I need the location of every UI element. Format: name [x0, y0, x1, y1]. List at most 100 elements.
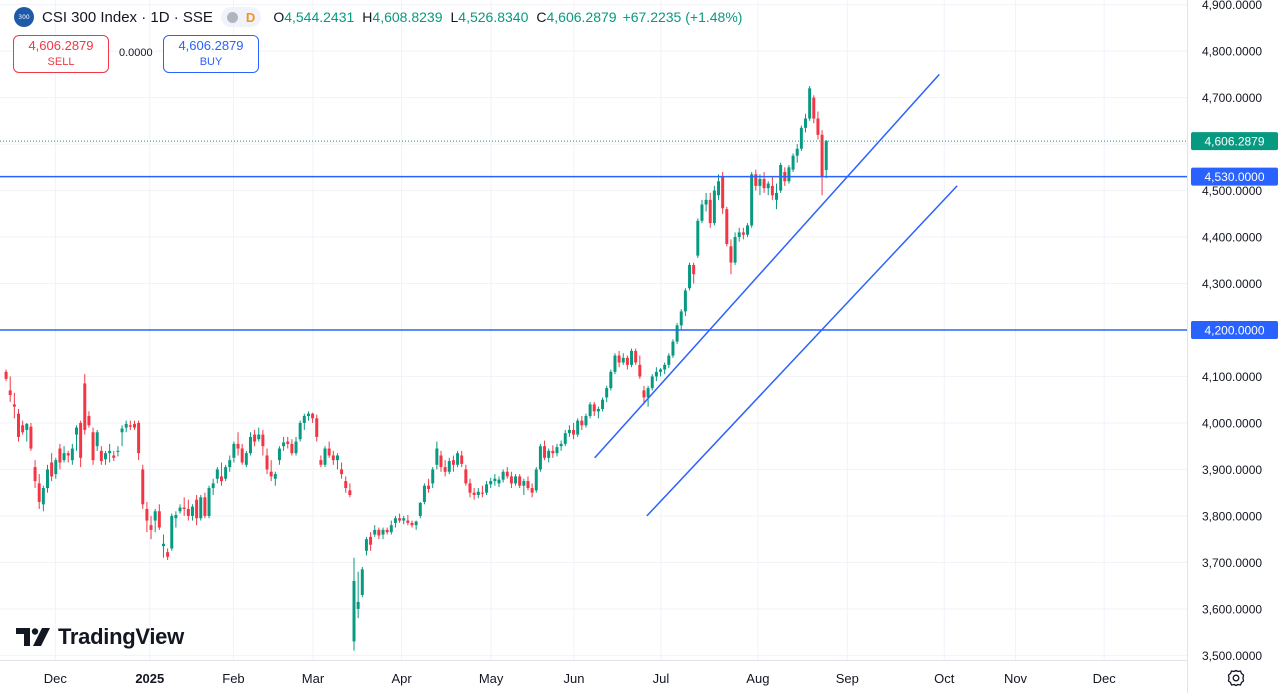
candle-body [638, 364, 642, 377]
candle [306, 411, 310, 421]
candle-body [149, 525, 153, 530]
candle [804, 113, 807, 133]
candle [700, 199, 704, 224]
candle [203, 492, 207, 519]
candle [8, 376, 12, 403]
candle [447, 457, 451, 475]
candle-body [182, 507, 186, 509]
candle-body [816, 118, 820, 135]
candle [775, 183, 779, 210]
candle-body [112, 455, 116, 458]
candle [120, 425, 124, 447]
candle-body [199, 497, 203, 519]
candle [746, 223, 750, 238]
candle [468, 478, 472, 498]
candle [199, 495, 203, 521]
candle [178, 504, 182, 514]
symbol-logo-icon[interactable]: 300 [14, 7, 34, 27]
candle-body [501, 471, 505, 480]
candle [402, 515, 406, 525]
status-pill[interactable]: D [220, 7, 262, 27]
candle-body [348, 490, 352, 495]
y-tick-label: 4,700.0000 [1202, 91, 1262, 105]
data-badge: D [245, 9, 256, 25]
candle-body [157, 511, 161, 528]
candle-body [712, 190, 716, 224]
candle-body [414, 521, 418, 526]
y-tick-label: 3,600.0000 [1202, 602, 1262, 616]
candle-body [646, 388, 650, 398]
x-tick-label: Dec [44, 671, 68, 686]
buy-button[interactable]: 4,606.2879 BUY [163, 35, 259, 73]
candle-body [410, 522, 414, 526]
candle-body [364, 539, 368, 551]
tradingview-brand[interactable]: TradingView [16, 624, 184, 650]
candle-body [4, 371, 8, 379]
candle-body [356, 601, 360, 609]
candle [17, 409, 20, 442]
candle [787, 165, 791, 184]
candle [315, 414, 319, 442]
candle [340, 462, 344, 479]
y-tick-label: 3,500.0000 [1202, 649, 1262, 663]
candle [141, 464, 145, 509]
candle [717, 174, 721, 200]
candle-body [269, 471, 273, 477]
candle [145, 501, 149, 533]
candle [663, 362, 667, 375]
candle [348, 483, 352, 498]
y-tick-label: 4,400.0000 [1202, 231, 1262, 245]
candle [750, 171, 754, 228]
candle [248, 432, 252, 456]
candle [70, 443, 74, 465]
candle [538, 443, 542, 472]
x-tick-label: May [479, 671, 504, 686]
sell-button[interactable]: 4,606.2879 SELL [13, 35, 109, 73]
candlestick-series [4, 85, 828, 651]
candle-body [248, 436, 252, 454]
y-tick-label: 4,000.0000 [1202, 416, 1262, 430]
candle [132, 420, 136, 430]
candle-body [538, 446, 542, 470]
candle [277, 446, 281, 465]
candle-body [795, 148, 799, 156]
candle [630, 348, 634, 368]
price-labels: 4,606.2879 4,530.0000 4,200.0000 [1191, 132, 1278, 339]
candle [733, 232, 737, 265]
symbol-title[interactable]: CSI 300 Index · 1D · SSE [42, 8, 213, 26]
candle-body [530, 488, 534, 493]
candle [572, 422, 576, 440]
candle-body [232, 443, 236, 458]
candle [112, 450, 116, 462]
candle [592, 402, 596, 416]
candle-body [29, 426, 33, 449]
candle [87, 411, 91, 428]
candle-body [211, 483, 215, 489]
horizontal-line-label: 4,530.0000 [1191, 167, 1278, 186]
candle [588, 402, 592, 419]
x-tick-label: Jun [563, 671, 584, 686]
candle-body [758, 178, 762, 186]
candle-body [352, 580, 356, 642]
candle [779, 162, 783, 193]
candle-body [170, 515, 174, 549]
gear-icon[interactable] [1226, 668, 1246, 688]
candle [244, 450, 248, 468]
candle-body [613, 355, 617, 372]
candle-body [79, 422, 83, 458]
candle-body [820, 134, 824, 177]
candle-body [393, 518, 397, 523]
candle [364, 536, 368, 556]
candle [621, 353, 625, 365]
candle-body [526, 481, 530, 489]
candle [207, 485, 211, 519]
candle-body [219, 476, 223, 482]
candle-body [733, 237, 737, 263]
candle-body [621, 357, 625, 363]
candle-body [161, 543, 165, 547]
candle-body [381, 529, 385, 535]
candle [95, 429, 99, 451]
candle-body [132, 423, 136, 428]
candle-body [551, 450, 555, 454]
